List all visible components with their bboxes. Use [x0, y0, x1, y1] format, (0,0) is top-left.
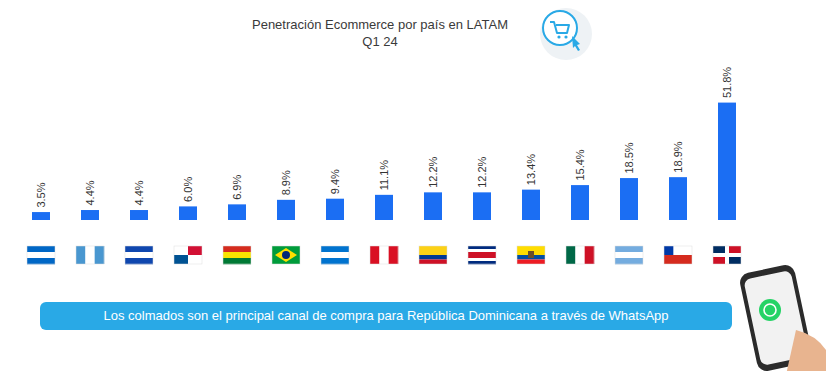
svg-text:18.9%: 18.9%	[672, 141, 684, 172]
svg-text:3.5%: 3.5%	[35, 182, 47, 207]
svg-text:18.5%: 18.5%	[623, 142, 635, 173]
svg-text:11.1%: 11.1%	[378, 160, 390, 191]
svg-text:4.4%: 4.4%	[84, 180, 96, 205]
svg-text:9.4%: 9.4%	[329, 169, 341, 194]
svg-text:4.4%: 4.4%	[133, 180, 145, 205]
svg-text:6.9%: 6.9%	[231, 175, 243, 200]
html-text:Los colmados son el principal: Los colmados son el principal canal de c…	[103, 308, 669, 323]
svg-text:12.2%: 12.2%	[476, 156, 488, 187]
html-text:Q1 24: Q1 24	[362, 34, 398, 49]
svg-text:12.2%: 12.2%	[427, 156, 439, 187]
svg-text:51.8%: 51.8%	[721, 67, 733, 98]
svg-text:6.0%: 6.0%	[182, 177, 194, 202]
svg-text:8.9%: 8.9%	[280, 170, 292, 195]
svg-text:13.4%: 13.4%	[525, 154, 537, 185]
svg-text:15.4%: 15.4%	[574, 149, 586, 180]
html-text:Penetración Ecommerce por país: Penetración Ecommerce por país en LATAM	[252, 17, 508, 32]
